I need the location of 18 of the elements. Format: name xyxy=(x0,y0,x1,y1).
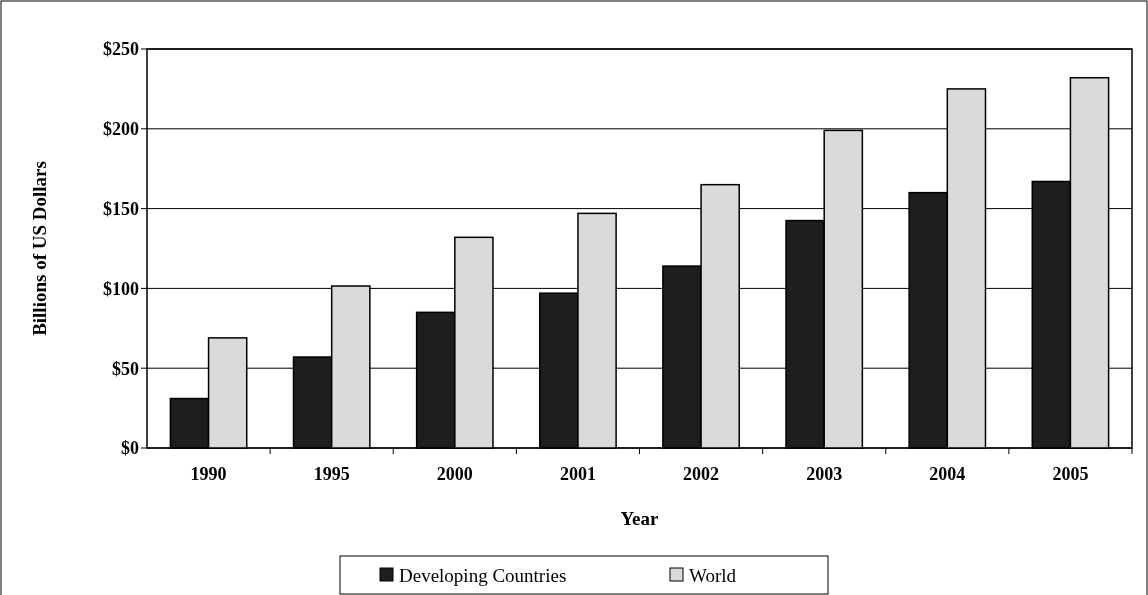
y-tick-label: $0 xyxy=(121,438,139,459)
x-axis-title: Year xyxy=(620,508,660,529)
y-tick-label: $50 xyxy=(112,358,139,379)
x-tick-label: 1995 xyxy=(313,464,350,484)
x-tick-label: 2002 xyxy=(683,464,720,484)
x-tick-label: 2000 xyxy=(436,464,473,484)
y-tick-label: $150 xyxy=(103,198,139,219)
x-tick-label: 2004 xyxy=(929,464,966,484)
x-tick-label: 2001 xyxy=(559,464,596,484)
x-tick-label: 2005 xyxy=(1052,464,1089,484)
legend-label: Developing Countries xyxy=(399,564,567,586)
legend-label: World xyxy=(689,564,737,586)
y-axis-title: Billions of US Dollars xyxy=(29,161,50,336)
y-tick-label: $100 xyxy=(103,278,139,299)
y-tick-label: $250 xyxy=(103,39,139,60)
x-tick-label: 1990 xyxy=(190,464,227,484)
y-tick-label: $200 xyxy=(103,119,139,140)
x-tick-label: 2003 xyxy=(806,464,843,484)
